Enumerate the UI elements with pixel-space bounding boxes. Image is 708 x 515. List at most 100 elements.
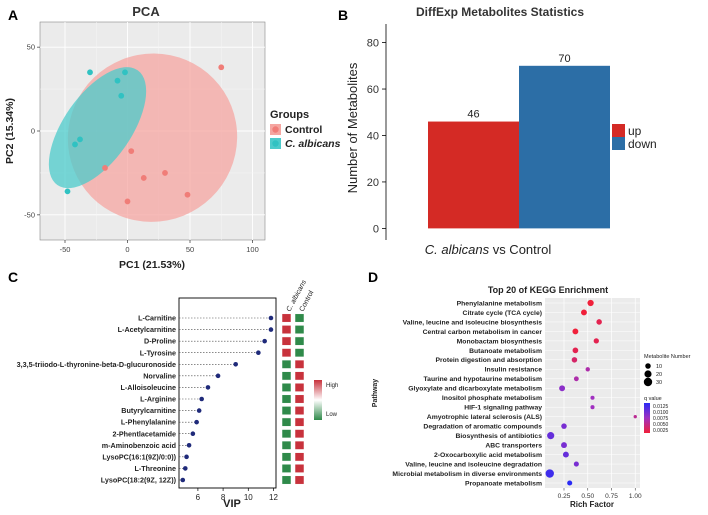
kegg-color-legend-label: 0.0050: [653, 422, 669, 428]
kegg-point: [567, 480, 573, 486]
kegg-point: [561, 423, 567, 429]
vip-point: [268, 327, 274, 332]
kegg-point: [547, 432, 555, 440]
kegg-xtick-label: 0.25: [558, 493, 571, 500]
vip-metabolite-label: L-Arginine: [140, 395, 176, 404]
pca-point-albicans: [87, 69, 93, 76]
kegg-pathway-label: Valine, leucine and isoleucine degradati…: [405, 461, 542, 468]
kegg-pathway-label: 2-Oxocarboxylic acid metabolism: [434, 452, 542, 459]
heat-cell-control: [294, 463, 305, 473]
kegg-point: [545, 469, 554, 478]
kegg-size-legend-title: Metabolite Number: [644, 354, 691, 360]
kegg-point: [562, 451, 569, 458]
heat-cell-albicans: [281, 452, 292, 462]
bar-down: [519, 65, 610, 229]
pca-point-control: [102, 164, 108, 171]
heat-cell-albicans: [281, 394, 292, 404]
kegg-point: [590, 405, 595, 410]
kegg-colorbar: [644, 403, 650, 433]
kegg-pathway-label: Glyoxylate and dicarboxylate metabolism: [408, 386, 542, 393]
pca-point-albicans: [72, 141, 78, 148]
heat-cell-albicans: [281, 313, 292, 323]
pca-legend-label-control: Control: [285, 124, 322, 136]
pca-xtick-label: 100: [246, 245, 259, 254]
kegg-point: [573, 376, 579, 382]
vip-point: [262, 338, 267, 344]
vip-xtick-label: 12: [269, 493, 278, 502]
kegg-point: [572, 347, 579, 354]
panel-letter-d: D: [368, 269, 378, 285]
kegg-point: [590, 395, 595, 400]
vip-xtick-label: 6: [196, 493, 201, 502]
panel-letter-c: C: [8, 269, 18, 285]
heat-cell-control: [294, 313, 305, 323]
vip-point: [184, 454, 189, 460]
heat-cell-albicans: [281, 417, 292, 427]
pca-chart: PCA -50 0 50 100 -50 0 50 PC1 (21.53%) PC2 (15…: [4, 4, 341, 271]
kegg-xlabel: Rich Factor: [570, 500, 614, 509]
heat-cell-control: [294, 475, 305, 485]
vip-point: [196, 408, 202, 413]
kegg-pathway-label: Central carbon metabolism in cancer: [423, 329, 543, 336]
heat-cell-albicans: [281, 325, 292, 335]
kegg-pathway-label: Biosynthesis of antibiotics: [456, 433, 543, 440]
kegg-point: [593, 338, 599, 344]
pca-point-albicans: [77, 136, 83, 143]
pca-legend-dot-albicans: [272, 140, 279, 147]
pca-title: PCA: [132, 4, 160, 19]
vip-point: [186, 442, 192, 448]
kegg-size-legend-dot: [645, 363, 651, 369]
pca-point-control: [162, 170, 168, 176]
kegg-pathway-label: Propanoate metabolism: [465, 480, 542, 487]
pca-point-control: [140, 175, 147, 181]
kegg-point: [633, 415, 637, 419]
kegg-pathway-label: HIF-1 signaling pathway: [464, 405, 542, 412]
panel-letter-a: A: [8, 7, 18, 23]
kegg-size-legend-label: 30: [656, 380, 662, 386]
kegg-xtick-label: 1.00: [629, 493, 642, 500]
kegg-size-legend-label: 10: [656, 364, 662, 370]
bar-ytick-label: 40: [367, 130, 379, 142]
bar-legend-key-down: [612, 137, 625, 150]
pca-legend-label-albicans: C. albicans: [285, 138, 341, 150]
vip-metabolite-label: Norvaline: [143, 371, 176, 380]
heat-cell-control: [294, 440, 305, 450]
vip-metabolite-label: Butyrylcarnitine: [121, 406, 176, 415]
vip-xtick-label: 10: [244, 493, 253, 502]
bar-up: [428, 121, 519, 229]
panel-letter-b: B: [338, 7, 348, 23]
kegg-color-legend-label: 0.0125: [653, 404, 669, 410]
heat-cell-control: [294, 429, 305, 439]
vip-metabolite-label: L-Threonine: [134, 464, 176, 473]
vip-metabolite-label: LysoPC(18:2(9Z, 12Z)): [101, 476, 177, 485]
vip-metabolite-label: LysoPC(16:1(9Z)/0:0)): [102, 452, 176, 461]
kegg-point: [571, 357, 578, 363]
kegg-pathway-label: Monobactam biosynthesis: [457, 338, 543, 345]
kegg-pathway-label: Insulin resistance: [485, 367, 543, 374]
bar-ylabel: Number of Metabolites: [345, 62, 360, 193]
pca-point-control: [184, 191, 191, 198]
kegg-pathway-label: Phenylalanine metabolism: [457, 300, 542, 307]
bar-legend-label-up: up: [628, 124, 642, 138]
vip-metabolite-label: 3,3,5-triiodo-L-thyronine-beta-D-glucuro…: [17, 360, 176, 369]
kegg-point: [561, 442, 567, 449]
bar-xlabel-rest: vs Control: [489, 242, 551, 257]
kegg-chart: Top 20 of KEGG Enrichment Phenylalanine …: [372, 285, 691, 509]
heat-cell-albicans: [281, 371, 292, 381]
pca-point-albicans: [122, 69, 128, 76]
vip-colorbar-low: Low: [326, 412, 338, 418]
vip-point: [233, 361, 238, 367]
vip-xlabel: VIP: [223, 498, 241, 510]
kegg-xtick-label: 0.75: [605, 493, 618, 500]
kegg-pathway-label: Degradation of aromatic compounds: [423, 424, 542, 431]
pca-legend-title: Groups: [270, 109, 309, 121]
pca-ytick-label: 0: [31, 127, 35, 136]
kegg-pathway-label: Butanoate metabolism: [469, 348, 542, 355]
kegg-pathway-label: Valine, leucine and isoleucine biosynthe…: [403, 319, 543, 326]
bar-value-label-down: 70: [558, 53, 570, 65]
kegg-pathway-label: Inositol phosphate metabolism: [442, 395, 542, 402]
kegg-color-legend-label: 0.0025: [653, 428, 669, 434]
heat-cell-control: [294, 359, 305, 369]
vip-metabolite-label: D-Proline: [144, 337, 176, 346]
